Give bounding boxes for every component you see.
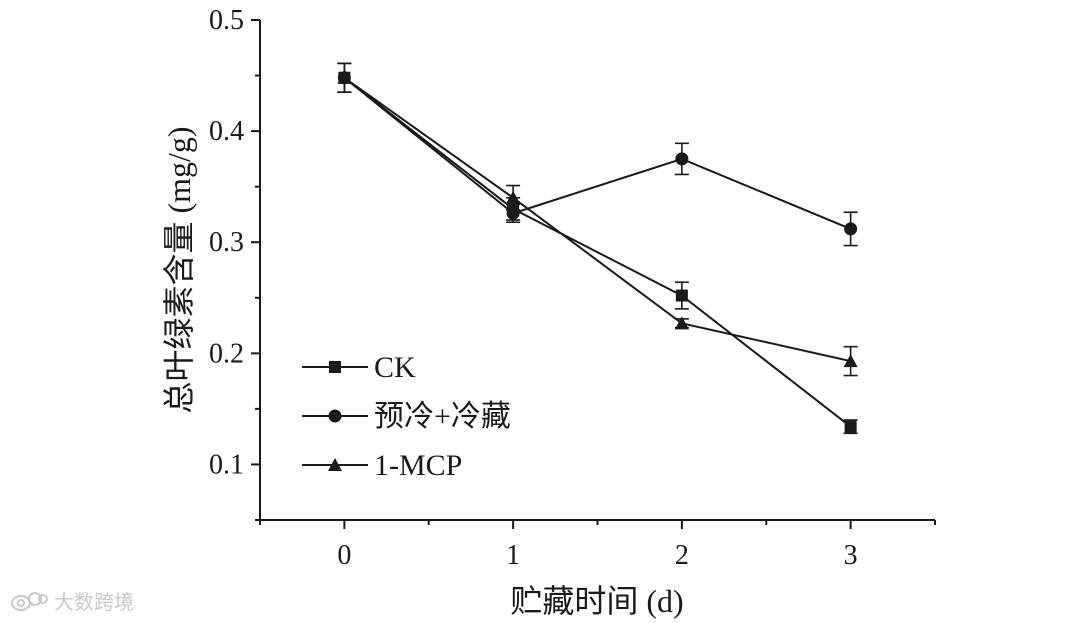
data-point <box>843 354 858 368</box>
legend: CK 预冷+冷藏 1-MCP <box>302 351 511 482</box>
series-line <box>343 76 852 230</box>
x-axis-title: 贮藏时间 (d) <box>510 583 683 619</box>
y-tick-label: 0.3 <box>209 227 244 258</box>
y-tick-label: 0.5 <box>209 5 244 36</box>
data-point <box>675 152 689 166</box>
y-tick-label: 0.2 <box>209 338 244 369</box>
legend-label: CK <box>374 351 416 384</box>
axes: 0 1 2 3 0.1 0.2 0.3 0.4 0.5 <box>209 5 936 571</box>
legend-marker <box>328 458 342 471</box>
data-point <box>674 316 689 330</box>
series-line <box>343 76 851 363</box>
legend-label: 1-MCP <box>374 449 462 482</box>
data-point <box>675 289 688 302</box>
legend-item: 1-MCP <box>302 449 462 482</box>
x-tick-label: 3 <box>844 540 858 571</box>
y-tick-label: 0.4 <box>209 116 244 147</box>
series-layer <box>337 62 858 435</box>
legend-marker <box>329 361 341 373</box>
data-point <box>506 190 521 204</box>
data-point <box>337 70 352 84</box>
watermark-text: 大数跨境 <box>54 590 134 614</box>
legend-label: 预冷+冷藏 <box>374 400 511 433</box>
y-axis-title: 总叶绿素含量 (mg/g) <box>161 126 197 413</box>
series-line <box>343 76 852 428</box>
watermark: 大数跨境 <box>10 586 134 615</box>
legend-item: 预冷+冷藏 <box>302 400 511 433</box>
y-tick-label: 0.1 <box>209 449 244 480</box>
legend-item: CK <box>302 351 416 384</box>
data-point <box>844 222 858 236</box>
series-circle <box>337 62 858 247</box>
series-triangle <box>337 62 858 377</box>
x-tick-label: 0 <box>337 540 351 571</box>
legend-marker <box>328 409 342 423</box>
data-point <box>844 420 857 433</box>
x-tick-label: 2 <box>675 540 689 571</box>
x-tick-label: 1 <box>506 540 520 571</box>
weibo-logo-icon <box>11 591 48 611</box>
